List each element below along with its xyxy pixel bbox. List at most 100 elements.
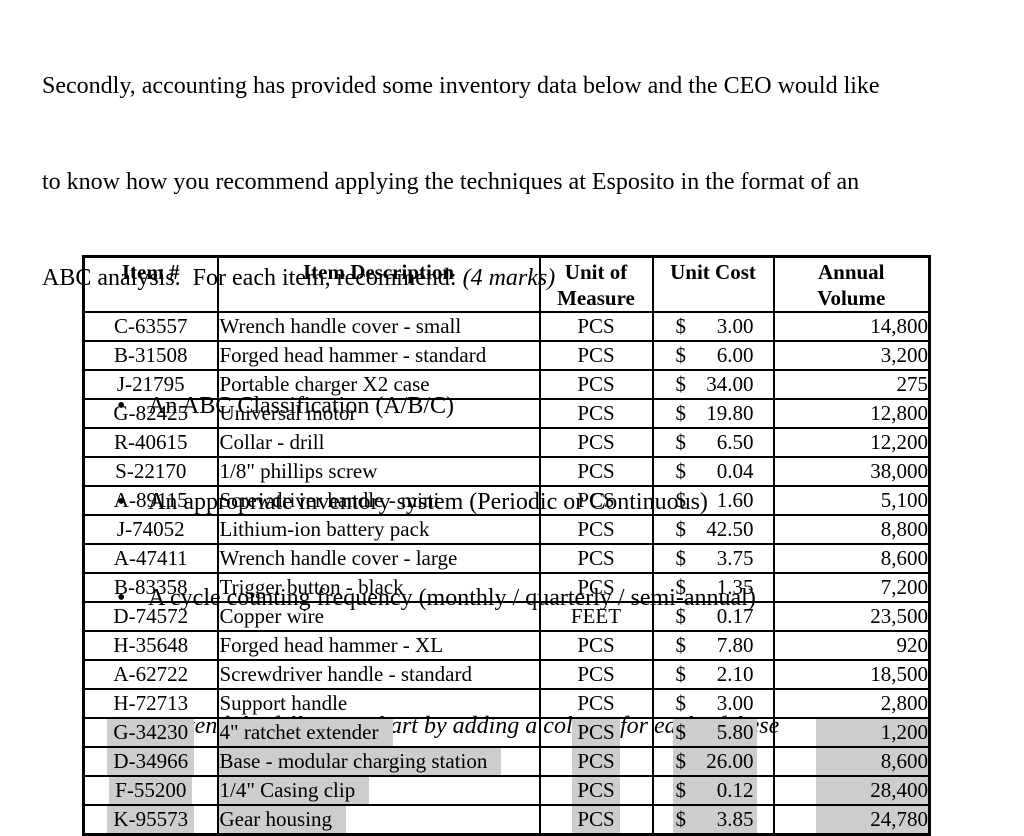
- item-description-cell: Portable charger X2 case: [216, 369, 541, 400]
- table-row: B-31508 Forged head hammer - standard PC…: [82, 340, 931, 371]
- unit-cost-box: $ 6.50: [673, 430, 757, 455]
- annual-volume-cell: 12,800: [772, 398, 931, 429]
- item-description-value: Wrench handle cover - large: [219, 546, 458, 570]
- unit-of-measure-cell: PCS: [538, 775, 654, 806]
- currency-symbol: $: [675, 430, 687, 454]
- annual-volume-value: 18,500: [870, 662, 928, 686]
- unit-of-measure-value: PCS: [577, 314, 615, 338]
- item-number-cell: F-55200: [82, 775, 219, 806]
- item-number-value: F-55200: [109, 778, 193, 803]
- unit-of-measure-cell: PCS: [538, 630, 654, 661]
- annual-volume-value: 24,780: [816, 806, 928, 833]
- unit-cost-value: 6.00: [716, 343, 754, 367]
- unit-cost-box: $ 34.00: [673, 372, 757, 397]
- annual-volume-value: 8,600: [880, 546, 928, 570]
- unit-cost-box: $ 0.04: [673, 459, 757, 484]
- unit-of-measure-cell: PCS: [538, 717, 654, 748]
- item-number-cell: B-83358: [82, 572, 219, 603]
- table-row: H-72713 Support handle PCS $ 3.00 2,800: [82, 688, 931, 719]
- unit-cost-cell: $ 19.80: [651, 398, 775, 429]
- unit-cost-value: 34.00: [706, 372, 754, 396]
- inventory-table-body: C-63557 Wrench handle cover - small PCS …: [82, 311, 931, 836]
- unit-cost-value: 3.00: [716, 691, 754, 715]
- unit-of-measure-value: PCS: [577, 546, 615, 570]
- unit-of-measure-cell: PCS: [538, 543, 654, 574]
- intro-line-1: Secondly, accounting has provided some i…: [42, 73, 880, 99]
- unit-cost-cell: $ 3.85: [651, 804, 775, 836]
- item-number-value: D-74572: [113, 604, 189, 628]
- annual-volume-cell: 23,500: [772, 601, 931, 632]
- unit-of-measure-value: PCS: [577, 517, 615, 541]
- unit-cost-cell: $ 3.00: [651, 311, 775, 342]
- unit-of-measure-value: PCS: [577, 343, 615, 367]
- currency-symbol: $: [675, 372, 687, 396]
- item-description-cell: Wrench handle cover - large: [216, 543, 541, 574]
- item-description-cell: Base - modular charging station: [216, 746, 541, 777]
- annual-volume-value: 920: [896, 633, 928, 657]
- currency-symbol: $: [675, 633, 687, 657]
- item-description-cell: Collar - drill: [216, 427, 541, 458]
- item-number-value: G-82425: [113, 401, 189, 425]
- item-number-cell: G-34230: [82, 717, 219, 748]
- unit-cost-box: $ 0.17: [673, 604, 757, 629]
- unit-cost-box: $ 1.35: [673, 575, 757, 600]
- item-description-value: 4" ratchet extender: [219, 720, 393, 745]
- unit-of-measure-value: PCS: [577, 459, 615, 483]
- table-row: K-95573 Gear housing PCS $ 3.85 24,780: [82, 804, 931, 836]
- item-number-cell: H-35648: [82, 630, 219, 661]
- annual-volume-cell: 38,000: [772, 456, 931, 487]
- item-description-cell: Screwdriver handle - standard: [216, 659, 541, 690]
- annual-volume-cell: 18,500: [772, 659, 931, 690]
- currency-symbol: $: [675, 691, 687, 715]
- currency-symbol: $: [675, 575, 687, 599]
- annual-volume-cell: 3,200: [772, 340, 931, 371]
- unit-cost-value: 1.35: [716, 575, 754, 599]
- currency-symbol: $: [675, 401, 687, 425]
- table-row: C-63557 Wrench handle cover - small PCS …: [82, 311, 931, 342]
- unit-of-measure-cell: PCS: [538, 340, 654, 371]
- table-row: J-74052 Lithium-ion battery pack PCS $ 4…: [82, 514, 931, 545]
- currency-symbol: $: [675, 749, 687, 773]
- unit-of-measure-value: PCS: [572, 749, 620, 774]
- item-number-cell: S-22170: [82, 456, 219, 487]
- item-description-value: Copper wire: [219, 604, 324, 628]
- unit-of-measure-cell: PCS: [538, 427, 654, 458]
- annual-volume-cell: 28,400: [772, 775, 931, 806]
- unit-cost-value: 2.10: [716, 662, 754, 686]
- unit-of-measure-value: PCS: [572, 806, 620, 833]
- unit-cost-cell: $ 1.35: [651, 572, 775, 603]
- item-number-value: B-83358: [114, 575, 188, 599]
- unit-cost-cell: $ 6.00: [651, 340, 775, 371]
- item-number-value: J-21795: [116, 372, 185, 396]
- item-number-cell: B-31508: [82, 340, 219, 371]
- unit-cost-box: $ 42.50: [673, 517, 757, 542]
- unit-cost-cell: $ 5.80: [651, 717, 775, 748]
- item-description-cell: 1/8" phillips screw: [216, 456, 541, 487]
- unit-cost-value: 1.60: [716, 488, 754, 512]
- unit-cost-box: $ 3.00: [673, 691, 757, 716]
- unit-of-measure-value: PCS: [577, 633, 615, 657]
- item-description-cell: Screwdriver handle - mini: [216, 485, 541, 516]
- header-volume-line1: Annual: [817, 260, 885, 284]
- currency-symbol: $: [675, 517, 687, 541]
- unit-cost-value: 0.12: [716, 778, 754, 802]
- unit-of-measure-cell: PCS: [538, 659, 654, 690]
- item-number-value: R-40615: [114, 430, 188, 454]
- unit-of-measure-cell: PCS: [538, 311, 654, 342]
- annual-volume-value: 28,400: [816, 778, 928, 803]
- inventory-table-header: Item # Item Description Unit of Measure U…: [82, 255, 931, 313]
- header-uom-line1: Unit of: [564, 260, 628, 284]
- annual-volume-cell: 7,200: [772, 572, 931, 603]
- item-description-value: Trigger button - black: [219, 575, 404, 599]
- item-description-value: Forged head hammer - XL: [219, 633, 444, 657]
- annual-volume-cell: 920: [772, 630, 931, 661]
- annual-volume-value: 275: [896, 372, 928, 396]
- unit-cost-box: $ 3.75: [673, 546, 757, 571]
- table-row: G-34230 4" ratchet extender PCS $ 5.80 1…: [82, 717, 931, 748]
- item-description-value: Base - modular charging station: [219, 749, 502, 774]
- table-row: F-55200 1/4" Casing clip PCS $ 0.12 28,4…: [82, 775, 931, 806]
- item-number-value: G-34230: [107, 720, 195, 745]
- item-description-cell: Wrench handle cover - small: [216, 311, 541, 342]
- annual-volume-cell: 8,600: [772, 746, 931, 777]
- unit-cost-box: $ 26.00: [672, 749, 757, 774]
